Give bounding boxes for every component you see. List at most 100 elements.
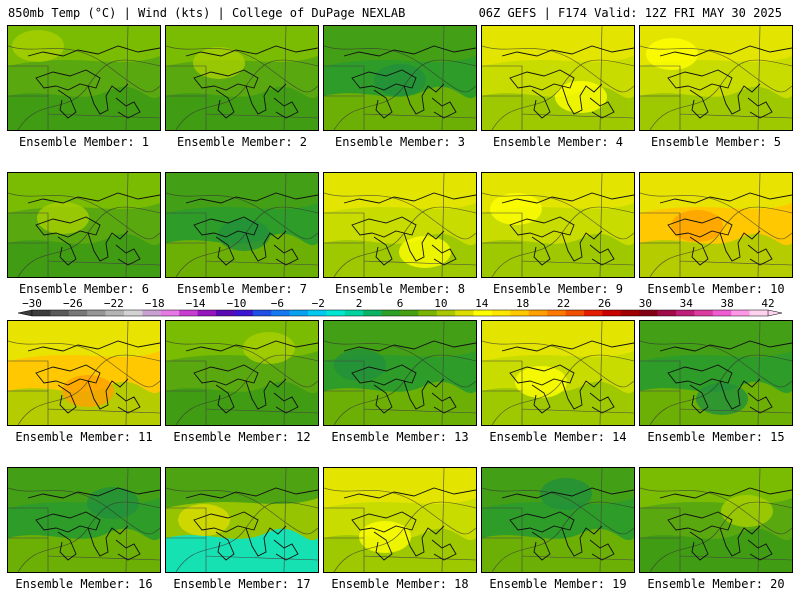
colorbar-swatch	[510, 310, 530, 316]
ensemble-member-map	[165, 467, 319, 573]
colorbar-swatch	[124, 310, 143, 316]
colorbar-tick-label: 30	[639, 297, 652, 310]
ensemble-member-label: Ensemble Member: 10	[647, 282, 785, 296]
colorbar-swatch	[234, 310, 254, 316]
colorbar-swatch	[271, 310, 290, 316]
ensemble-member-label: Ensemble Member: 7	[176, 282, 308, 296]
ensemble-member-label: Ensemble Member: 17	[173, 577, 311, 591]
temperature-field	[482, 468, 634, 572]
colorbar-swatch	[87, 310, 106, 316]
temperature-field	[8, 321, 160, 425]
colorbar-swatch	[105, 310, 125, 316]
ensemble-member-label: Ensemble Member: 16	[15, 577, 153, 591]
colorbar-graphic: −30 −26 −22 −18 −14 −10 −6 −2 2 6 10 14 18 22 26 30 34 38…	[17, 297, 783, 317]
colorbar-swatch	[400, 310, 419, 316]
temperature-field	[166, 26, 318, 130]
ensemble-member-label: Ensemble Member: 12	[173, 430, 311, 444]
ensemble-member-label: Ensemble Member: 6	[18, 282, 150, 296]
colorbar-swatch	[216, 310, 235, 316]
ensemble-member-label: Ensemble Member: 9	[492, 282, 624, 296]
temperature-field	[482, 26, 634, 130]
ensemble-member-map	[323, 172, 477, 278]
colorbar-swatch	[639, 310, 658, 316]
temperature-field	[324, 173, 476, 277]
ensemble-member-map	[639, 172, 793, 278]
colorbar-tick-label: 22	[557, 297, 570, 310]
colorbar-swatch	[620, 310, 640, 316]
ensemble-member-map	[639, 320, 793, 426]
colorbar-tick-label: −22	[104, 297, 124, 310]
temperature-field	[324, 321, 476, 425]
temperature-field	[166, 173, 318, 277]
ensemble-member-label: Ensemble Member: 3	[334, 135, 466, 149]
colorbar-swatch	[68, 310, 88, 316]
ensemble-member-label: Ensemble Member: 5	[650, 135, 782, 149]
colorbar-swatch	[492, 310, 511, 316]
colorbar-swatch	[712, 310, 732, 316]
temperature-field	[8, 173, 160, 277]
colorbar-tick-label: −6	[271, 297, 284, 310]
colorbar-tick-label: 10	[434, 297, 447, 310]
colorbar-swatch	[731, 310, 750, 316]
ensemble-member-label: Ensemble Member: 8	[334, 282, 466, 296]
colorbar-tick-label: 6	[397, 297, 404, 310]
temperature-field	[640, 173, 792, 277]
colorbar-swatch	[289, 310, 309, 316]
temperature-field	[324, 26, 476, 130]
colorbar-tick-label: −30	[22, 297, 42, 310]
ensemble-member-map	[7, 172, 161, 278]
ensemble-member-map	[481, 320, 635, 426]
colorbar-tick-label: −10	[227, 297, 247, 310]
colorbar-swatch	[50, 310, 70, 316]
colorbar-swatch	[565, 310, 585, 316]
model-run-valid-time: 06Z GEFS | F174 Valid: 12Z FRI MAY 30 20…	[478, 6, 782, 20]
ensemble-member-map	[481, 25, 635, 131]
colorbar-swatch	[142, 310, 162, 316]
colorbar-swatch	[749, 310, 769, 316]
ensemble-member-map	[323, 467, 477, 573]
ensemble-member-map	[481, 172, 635, 278]
ensemble-member-label: Ensemble Member: 11	[15, 430, 153, 444]
temperature-field	[166, 468, 318, 572]
colorbar-swatch	[455, 310, 474, 316]
temperature-field	[482, 173, 634, 277]
ensemble-member-map	[639, 467, 793, 573]
ensemble-member-map	[7, 467, 161, 573]
temperature-field	[640, 321, 792, 425]
colorbar-tick-label: 14	[475, 297, 489, 310]
ensemble-member-label: Ensemble Member: 20	[647, 577, 785, 591]
colorbar-swatch	[602, 310, 622, 316]
colorbar-swatch	[547, 310, 566, 316]
colorbar-swatch	[473, 310, 493, 316]
ensemble-member-label: Ensemble Member: 14	[489, 430, 627, 444]
colorbar-tick-label: 18	[516, 297, 529, 310]
ensemble-member-label: Ensemble Member: 19	[489, 577, 627, 591]
colorbar-swatch	[252, 310, 272, 316]
ensemble-member-map	[481, 467, 635, 573]
colorbar-swatch	[32, 310, 51, 316]
colorbar-tick-label: −18	[145, 297, 165, 310]
colorbar-swatch	[197, 310, 217, 316]
ensemble-member-map	[7, 320, 161, 426]
colorbar-swatch	[344, 310, 364, 316]
colorbar-swatch	[363, 310, 382, 316]
colorbar-swatch	[160, 310, 180, 316]
colorbar-tick-label: 2	[356, 297, 363, 310]
colorbar-tick-label: −2	[312, 297, 325, 310]
colorbar-tick-label: −14	[186, 297, 206, 310]
temperature-field	[482, 321, 634, 425]
colorbar-swatch	[308, 310, 327, 316]
ensemble-member-map	[165, 320, 319, 426]
colorbar-swatch	[528, 310, 548, 316]
colorbar-swatch	[179, 310, 198, 316]
temperature-field	[8, 26, 160, 130]
ensemble-member-map	[165, 25, 319, 131]
ensemble-member-map	[165, 172, 319, 278]
colorbar-swatch	[381, 310, 401, 316]
ensemble-member-map	[7, 25, 161, 131]
temperature-field	[640, 26, 792, 130]
colorbar-tick-label: 34	[680, 297, 694, 310]
colorbar-swatch	[418, 310, 438, 316]
ensemble-member-label: Ensemble Member: 18	[331, 577, 469, 591]
colorbar-swatch	[694, 310, 714, 316]
